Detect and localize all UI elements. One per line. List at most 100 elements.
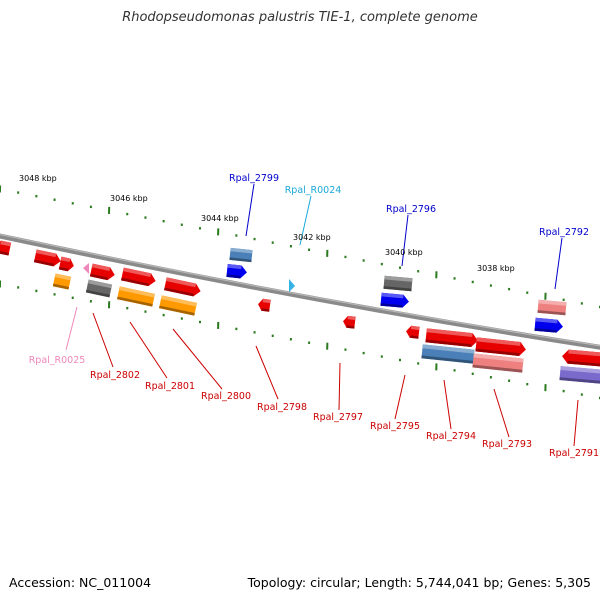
feature-shadow: [421, 355, 474, 364]
minor-tick: [562, 389, 565, 393]
gene-feature[interactable]: [421, 344, 475, 364]
major-tick: [107, 301, 111, 309]
genome-backbone-highlight: [0, 233, 600, 347]
gene-feature[interactable]: [33, 249, 62, 267]
outer-tick-ring: [0, 185, 600, 309]
feature-shadow: [534, 328, 557, 333]
feature-highlight: [122, 267, 152, 277]
feature-shadow: [33, 259, 55, 267]
feature-shadow: [472, 364, 523, 373]
feature-highlight: [54, 273, 72, 281]
gene-label[interactable]: Rpal_2802: [90, 370, 140, 381]
feature-highlight: [568, 349, 600, 357]
minor-tick: [417, 362, 420, 365]
feature-highlight: [35, 249, 57, 258]
feature-highlight: [230, 247, 253, 254]
gene-feature[interactable]: [383, 275, 413, 292]
leader-line: [129, 321, 168, 379]
feature-highlight: [476, 337, 521, 346]
gene-feature[interactable]: [52, 273, 72, 290]
minor-tick: [398, 358, 402, 362]
gene-label[interactable]: Rpal_2793: [482, 439, 532, 450]
gene-label[interactable]: Rpal_R0025: [29, 355, 86, 366]
gene-feature[interactable]: [342, 315, 356, 329]
gene-feature[interactable]: [159, 295, 197, 316]
minor-tick: [344, 348, 347, 351]
gene-feature[interactable]: [85, 279, 113, 298]
trna-feature[interactable]: [289, 279, 295, 292]
gene-feature[interactable]: [559, 366, 600, 384]
minor-tick: [344, 255, 347, 259]
gene-label[interactable]: Rpal_2800: [201, 391, 251, 402]
gene-feature[interactable]: [425, 328, 478, 348]
minor-tick: [144, 216, 147, 219]
gene-label[interactable]: Rpal_2795: [370, 421, 420, 432]
minor-tick: [17, 286, 20, 289]
gene-label[interactable]: Rpal_2794: [426, 431, 476, 442]
gene-feature[interactable]: [0, 239, 12, 256]
gene-label[interactable]: Rpal_2799: [229, 173, 279, 184]
minor-tick: [289, 338, 292, 341]
minor-tick: [508, 287, 511, 291]
leader-line: [245, 183, 255, 237]
feature-highlight: [473, 353, 524, 363]
gene-label[interactable]: Rpal_2791: [549, 448, 599, 459]
gene-feature[interactable]: [380, 292, 409, 308]
feature-shadow: [159, 305, 195, 316]
minor-tick: [489, 376, 492, 379]
minor-tick: [162, 219, 165, 223]
gene-feature[interactable]: [226, 263, 247, 279]
major-tick: [435, 271, 438, 279]
rrna-feature[interactable]: [83, 263, 89, 274]
minor-tick: [453, 369, 456, 372]
gene-label[interactable]: Rpal_2797: [313, 412, 363, 423]
gene-label[interactable]: Rpal_2798: [257, 402, 307, 413]
minor-tick: [580, 393, 583, 396]
gene-feature[interactable]: [164, 277, 202, 297]
major-tick: [544, 292, 547, 300]
major-tick: [217, 228, 220, 236]
feature-highlight: [426, 328, 473, 338]
gene-feature[interactable]: [229, 247, 253, 263]
minor-tick: [162, 313, 165, 317]
major-tick: [326, 342, 329, 350]
gene-feature[interactable]: [58, 256, 75, 273]
gene-feature[interactable]: [561, 349, 600, 367]
minor-tick: [17, 191, 20, 194]
gene-feature[interactable]: [472, 353, 524, 373]
gene-feature[interactable]: [117, 286, 155, 307]
feature-shadow: [261, 308, 270, 312]
minor-tick: [53, 198, 56, 201]
feature-shadow: [425, 339, 472, 348]
gene-label[interactable]: Rpal_R0024: [285, 185, 342, 196]
feature-shadow: [164, 287, 194, 297]
minor-tick: [271, 241, 274, 244]
gene-label[interactable]: Rpal_2792: [539, 227, 589, 238]
feature-highlight: [347, 315, 356, 321]
gene-feature[interactable]: [257, 298, 271, 312]
gene-feature[interactable]: [475, 337, 526, 356]
feature-shadow: [117, 296, 153, 307]
feature-shadow: [346, 325, 355, 329]
minor-tick: [180, 223, 183, 226]
feature-highlight: [160, 295, 197, 307]
gene-feature[interactable]: [405, 325, 420, 339]
scale-label: 3048 kbp: [19, 174, 57, 183]
scale-label: 3040 kbp: [385, 248, 423, 257]
gene-feature[interactable]: [89, 263, 116, 282]
minor-tick: [198, 227, 202, 230]
gene-feature[interactable]: [537, 299, 567, 316]
gene-feature[interactable]: [534, 317, 563, 333]
gene-feature[interactable]: [121, 267, 157, 288]
minor-tick: [380, 262, 383, 266]
gene-label[interactable]: Rpal_2796: [386, 204, 436, 215]
minor-tick: [562, 298, 565, 302]
minor-tick: [308, 341, 311, 344]
feature-shadow: [380, 303, 403, 308]
feature-shadow: [89, 273, 109, 281]
major-tick: [326, 249, 329, 257]
feature-shadow: [567, 360, 600, 367]
minor-tick: [489, 284, 492, 287]
gene-label[interactable]: Rpal_2801: [145, 381, 195, 392]
